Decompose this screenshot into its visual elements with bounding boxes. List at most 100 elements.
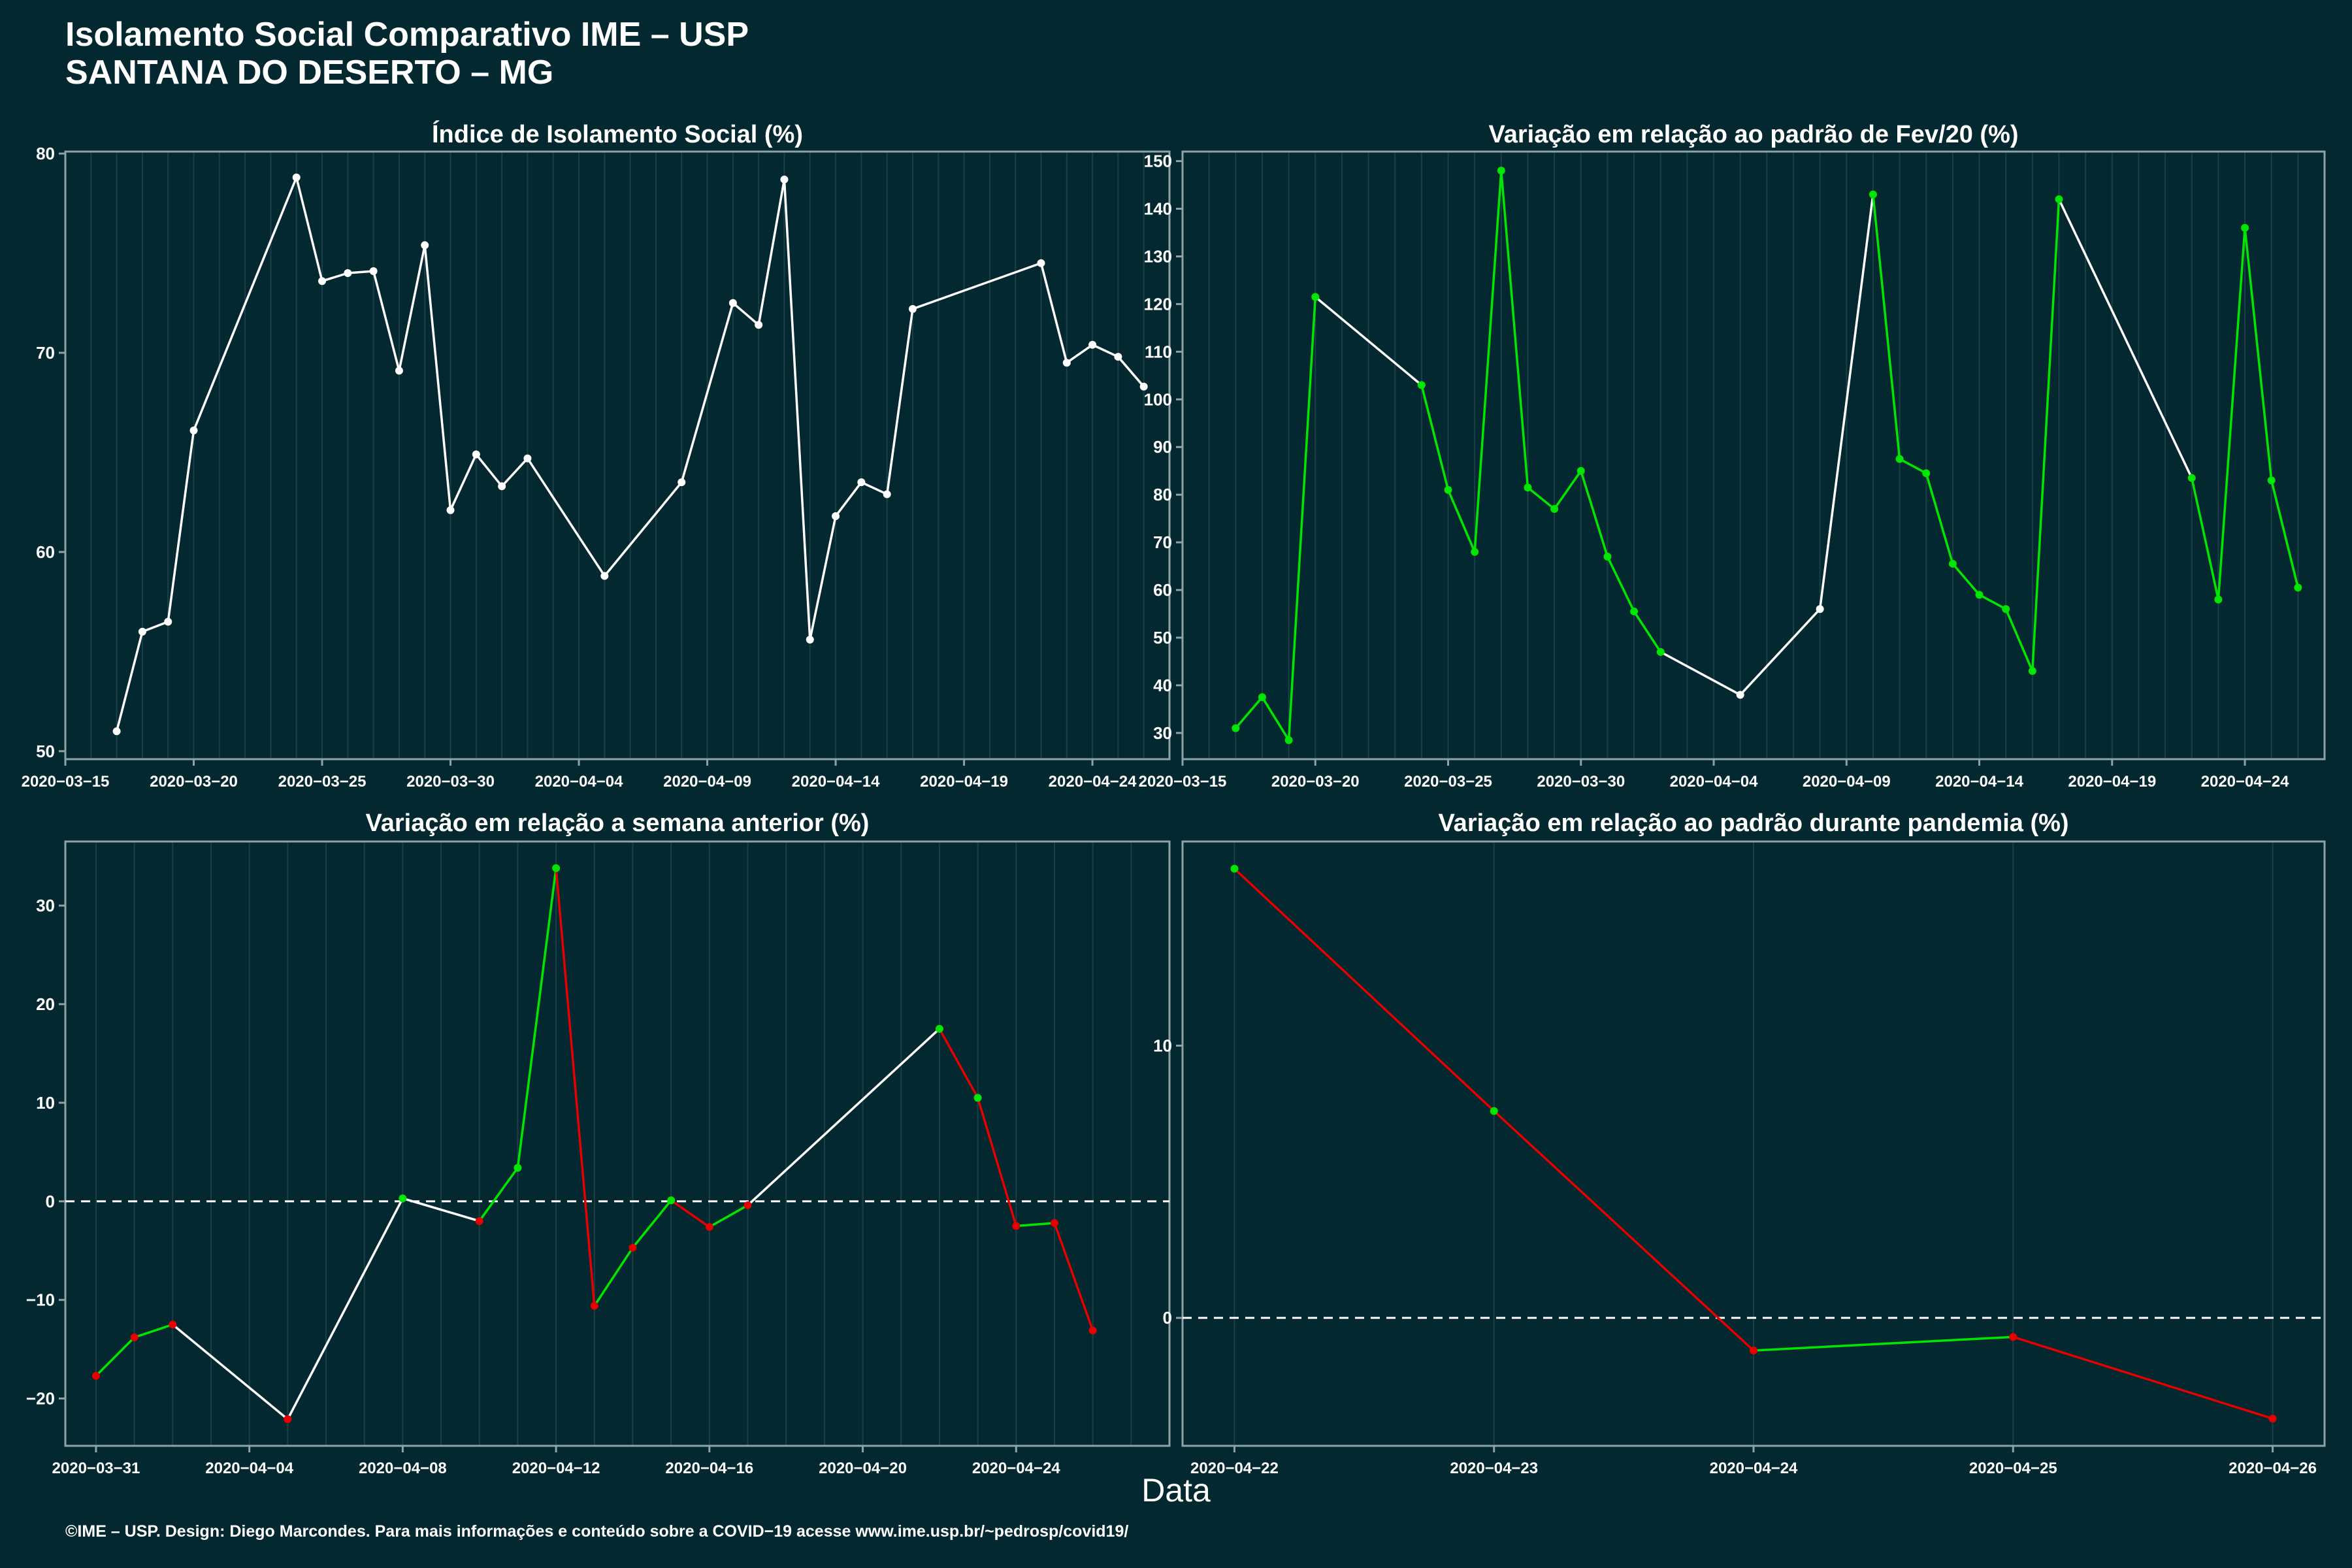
chart-title: Variação em relação ao padrão de Fev/20 … [1488, 121, 2018, 148]
data-point [1050, 1218, 1058, 1227]
series-segment [398, 244, 426, 371]
x-tick-label: 2020−04−09 [663, 773, 751, 791]
data-point [552, 864, 561, 872]
series-segment [1899, 457, 1927, 474]
series-segment [478, 1167, 519, 1222]
series-segment [1016, 1222, 1055, 1228]
series-segment [1234, 696, 1264, 729]
y-tick-label: 40 [1153, 676, 1172, 695]
data-point [728, 299, 737, 307]
data-point [2294, 583, 2302, 592]
data-point [1088, 1326, 1097, 1335]
series-segment [321, 272, 348, 282]
data-point [1062, 359, 1071, 367]
data-point [189, 426, 198, 434]
data-point [705, 1223, 713, 1232]
series-segment [2004, 608, 2034, 672]
panel-border [1181, 150, 2326, 760]
series-segment [680, 302, 734, 483]
y-tick-label: 60 [36, 542, 55, 562]
x-tick-label: 2020−03−30 [1537, 773, 1625, 791]
data-point [1471, 547, 1479, 556]
data-point [475, 1217, 483, 1225]
series-segment [423, 245, 452, 511]
data-point [91, 1371, 100, 1380]
y-tick-label: 0 [46, 1192, 55, 1211]
series-segment [976, 1097, 1017, 1227]
data-point [369, 267, 378, 275]
y-tick-label: 90 [1153, 437, 1172, 457]
series-segment [1606, 556, 1635, 612]
series-segment [1500, 171, 1529, 488]
series-segment [95, 1336, 135, 1377]
data-point [284, 1415, 292, 1424]
chart-panel-1: Índice de Isolamento Social (%) 50 60 70 80 2… [22, 120, 1171, 791]
y-tick-label: 80 [36, 144, 55, 163]
data-point [1550, 505, 1559, 514]
data-point [1284, 736, 1293, 744]
series-segment [172, 1324, 289, 1420]
x-tick-label: 2020−04−24 [1710, 1460, 1798, 1477]
data-point [138, 627, 146, 636]
series-segment [1117, 355, 1145, 387]
series-segment [286, 1198, 404, 1420]
data-point [629, 1243, 637, 1252]
series-segment [1092, 344, 1119, 358]
data-point [421, 241, 429, 250]
data-point [2267, 476, 2276, 485]
data-point [806, 636, 814, 644]
series-segment [402, 1197, 480, 1222]
data-point [472, 450, 480, 459]
series-segment [134, 1323, 173, 1339]
series-segment [809, 515, 837, 640]
data-point [1497, 167, 1505, 175]
series-segment [1233, 868, 1495, 1112]
y-tick-label: 10 [36, 1093, 55, 1113]
data-point [667, 1196, 676, 1205]
series-segment [526, 457, 606, 577]
series-segment [2217, 227, 2246, 600]
series-segment [1872, 194, 1901, 459]
data-point [832, 512, 840, 520]
series-segment [603, 482, 683, 577]
x-tick-label: 2020−04−09 [1803, 773, 1891, 791]
data-point [1524, 483, 1532, 492]
series-segment [167, 430, 195, 622]
data-point [935, 1024, 943, 1033]
series-segment [1066, 344, 1094, 364]
series-segment [885, 308, 914, 495]
data-point [1922, 469, 1931, 478]
y-tick-label: 50 [36, 742, 55, 761]
main-title: Isolamento Social Comparativo IME – USP … [65, 16, 749, 91]
panel-border [64, 840, 1171, 1447]
y-tick-label: 70 [36, 343, 55, 363]
series-segment [500, 457, 529, 487]
series-segment [115, 631, 144, 732]
data-point [292, 173, 301, 182]
series-segment [1053, 1222, 1094, 1331]
data-point [318, 277, 327, 286]
y-tick-label: 100 [1144, 389, 1172, 409]
chart-panel-3: Variação em relação a semana anterior (%… [26, 809, 1171, 1477]
chart-title: Variação em relação ao padrão durante pa… [1438, 809, 2068, 837]
x-tick-label: 2020−04−24 [972, 1460, 1060, 1477]
data-point [130, 1333, 139, 1342]
data-point [1576, 466, 1585, 475]
data-point [1037, 259, 1045, 267]
data-point [2214, 595, 2223, 604]
panel-border [64, 150, 1171, 760]
data-point [112, 727, 121, 736]
series-segment [555, 868, 596, 1306]
series-segment [708, 1204, 749, 1228]
x-tick-label: 2020−04−19 [2068, 773, 2156, 791]
data-point [1490, 1107, 1498, 1115]
footer-credits: ©IME – USP. Design: Diego Marcondes. Par… [65, 1522, 1129, 1541]
data-point [1012, 1222, 1021, 1230]
x-tick-label: 2020−04−24 [1049, 773, 1137, 791]
series-segment [1287, 297, 1317, 740]
series-segment [192, 176, 298, 431]
y-tick-label: 30 [36, 896, 55, 915]
data-point [1258, 693, 1266, 702]
data-point [1816, 605, 1824, 613]
series-segment [1527, 486, 1556, 510]
